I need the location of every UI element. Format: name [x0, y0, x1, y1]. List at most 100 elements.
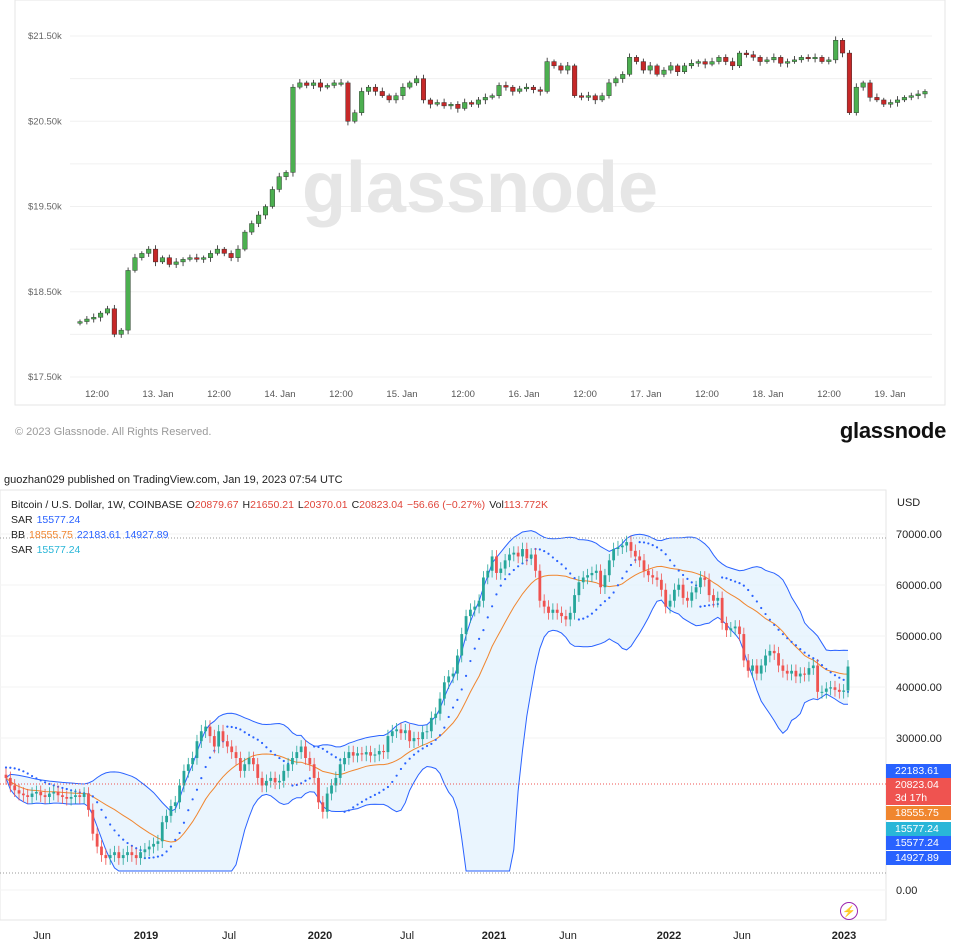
top-candle — [462, 98, 468, 111]
sar-dot — [547, 552, 550, 555]
sar-dot — [304, 779, 307, 782]
weekly-candle — [668, 594, 672, 614]
weekly-candle — [299, 740, 303, 759]
top-candle — [743, 50, 749, 58]
top-x-tick-label: 12:00 — [329, 389, 353, 400]
bottom-x-tick-label: Jul — [222, 930, 236, 942]
copyright-notice: © 2023 Glassnode. All Rights Reserved. — [15, 426, 212, 438]
top-candle — [393, 92, 399, 104]
price-axis-tag: 22183.61 — [886, 764, 951, 778]
sar-dot — [356, 803, 359, 806]
sar-dot — [608, 596, 611, 599]
weekly-candle — [633, 544, 637, 564]
weekly-candle — [738, 620, 741, 641]
top-candle — [338, 79, 344, 87]
weekly-candle — [134, 848, 138, 865]
sar-dot — [152, 856, 155, 859]
weekly-candle — [655, 571, 659, 587]
sar-dot — [443, 726, 446, 729]
weekly-candle — [230, 740, 234, 759]
top-candle — [826, 56, 832, 65]
weekly-candle — [712, 588, 715, 608]
weekly-candle — [846, 660, 850, 698]
weekly-candle — [447, 670, 451, 690]
top-candle — [324, 83, 330, 90]
sar-dot — [13, 767, 16, 770]
lightning-icon[interactable]: ⚡ — [840, 902, 858, 920]
sar-dot — [464, 674, 468, 677]
sar-dot — [343, 810, 346, 813]
weekly-candle — [833, 680, 837, 697]
weekly-candle — [629, 535, 633, 558]
weekly-candle — [555, 603, 559, 620]
top-y-tick-label: $18.50k — [28, 287, 62, 298]
weekly-candle — [642, 553, 646, 578]
weekly-candle — [751, 659, 754, 678]
top-candle — [585, 91, 591, 101]
sar-dot — [243, 731, 246, 734]
weekly-candle — [755, 659, 759, 681]
top-candle — [201, 255, 207, 263]
published-caption: guozhan029 published on TradingView.com,… — [4, 474, 343, 486]
weekly-candle — [620, 539, 624, 555]
bottom-y-tick-label: 40000.00 — [896, 682, 942, 694]
top-candle — [290, 84, 296, 177]
weekly-candle — [286, 757, 290, 778]
weekly-candle — [351, 745, 355, 763]
top-candle — [881, 97, 887, 108]
sar-dot — [668, 559, 672, 562]
top-candle — [620, 71, 626, 83]
top-candle — [434, 99, 440, 107]
top-candle — [77, 319, 83, 326]
sar-dot — [699, 605, 702, 608]
sar-dot — [825, 667, 828, 671]
sar-dot — [308, 777, 311, 780]
top-candle — [475, 96, 481, 108]
weekly-candle — [251, 751, 255, 772]
top-candle — [613, 76, 619, 87]
weekly-candle — [56, 785, 60, 803]
weekly-candle — [217, 724, 221, 754]
weekly-candle — [842, 684, 846, 699]
sar-dot — [156, 855, 160, 858]
bottom-y-tick-label: 60000.00 — [896, 580, 942, 592]
weekly-candle — [225, 734, 229, 754]
top-x-tick-label: 15. Jan — [386, 389, 417, 400]
top-candle — [647, 62, 653, 75]
sar-dot — [421, 747, 424, 750]
weekly-candle — [208, 720, 212, 743]
sar-dot — [408, 757, 411, 760]
sar-dot — [395, 774, 398, 777]
sar-dot — [504, 578, 507, 581]
weekly-candle — [212, 729, 216, 754]
top-candle — [159, 255, 165, 265]
weekly-candle — [34, 785, 38, 801]
top-x-tick-label: 13. Jan — [142, 389, 173, 400]
sar-dot — [122, 838, 125, 841]
sar-dot — [751, 594, 754, 597]
weekly-candle — [100, 840, 103, 862]
sar-dot — [369, 795, 372, 799]
top-x-tick-label: 17. Jan — [630, 389, 661, 400]
sar-dot — [260, 741, 264, 745]
top-y-tick-label: $20.50k — [28, 116, 62, 127]
weekly-candle — [243, 757, 247, 778]
sar-dot — [521, 562, 524, 565]
weekly-candle — [360, 746, 364, 762]
sar-dot — [113, 829, 116, 832]
top-candle — [791, 56, 797, 64]
legend-sar-value: 15577.24 — [36, 514, 81, 526]
sar-dot — [430, 742, 433, 745]
top-candle — [359, 87, 365, 116]
sar-dot — [373, 793, 377, 796]
bottom-y-tick-label: 70000.00 — [896, 529, 942, 541]
weekly-candle — [781, 659, 785, 678]
sar-dot — [70, 789, 73, 792]
weekly-candle — [126, 845, 129, 862]
sar-dot — [721, 576, 724, 579]
sar-dot — [551, 556, 554, 559]
legend-close-label: C — [351, 499, 360, 511]
top-candle — [84, 316, 90, 325]
top-candle — [180, 257, 186, 267]
sar-dot — [660, 549, 663, 552]
